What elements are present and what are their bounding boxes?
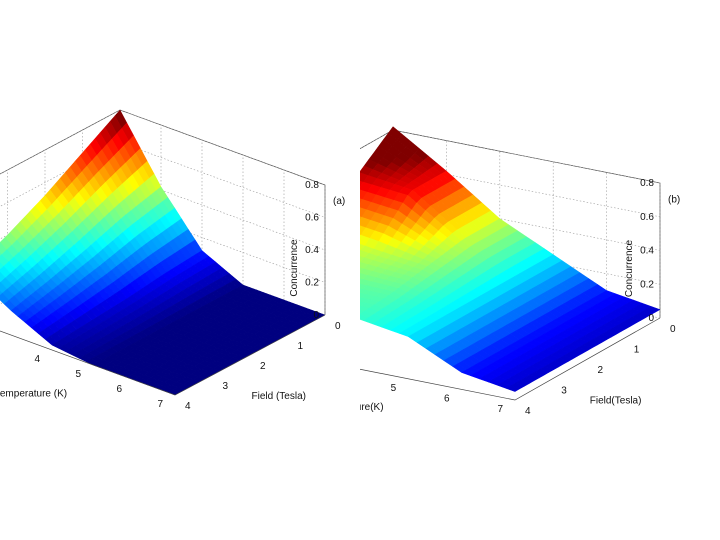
z-axis-label: Concurrence <box>624 239 635 297</box>
panel-label: (b) <box>668 195 680 206</box>
x-tick-label: 1 <box>298 341 304 352</box>
z-tick-label: 0 <box>313 310 319 321</box>
y-tick-label: 7 <box>157 399 163 410</box>
z-tick-label: 0 <box>648 313 654 324</box>
y-tick-label: 6 <box>444 393 450 404</box>
y-tick-label: 7 <box>497 404 503 415</box>
x-tick-label: 3 <box>223 381 229 392</box>
z-tick-label: 0.6 <box>305 213 319 224</box>
y-axis-label: emperature (K) <box>0 389 67 400</box>
z-axis-label: Concurrence <box>289 239 300 297</box>
x-tick-label: 2 <box>260 361 266 372</box>
x-tick-label: 1 <box>634 345 640 356</box>
z-tick-label: 0.4 <box>640 246 654 257</box>
x-tick-label: 3 <box>561 386 567 397</box>
z-tick-label: 0.8 <box>305 180 319 191</box>
surface <box>0 110 325 395</box>
z-tick-label: 0.4 <box>305 245 319 256</box>
z-tick-label: 0.2 <box>640 279 654 290</box>
z-tick-label: 0.2 <box>305 278 319 289</box>
surface <box>360 127 660 392</box>
x-axis-label: Field(Tesla) <box>590 395 642 406</box>
panel-label: (a) <box>333 196 345 207</box>
y-tick-label: 5 <box>75 369 81 380</box>
surface-plot-b-svg: 0 0.2 0.4 0.6 0.8 Concurrence (b) 2 3 4 5 6 7 Tempera… <box>360 0 720 540</box>
z-tick-label: 0.8 <box>640 178 654 189</box>
y-axis-label: Temperature(K) <box>360 402 384 413</box>
surface-plot-b: 0 0.2 0.4 0.6 0.8 Concurrence (b) 2 3 4 5 6 7 Tempera… <box>360 0 720 540</box>
x-tick-label: 4 <box>185 401 191 412</box>
y-tick-label: 6 <box>116 384 122 395</box>
x-tick-label: 2 <box>598 365 604 376</box>
z-tick-label: 0.6 <box>640 212 654 223</box>
surface-plot-a-svg: 0 0.2 0.4 0.6 0.8 Concurrence (a) 2 3 4 5 6 7 emperat… <box>0 0 360 540</box>
y-tick-label: 4 <box>34 354 40 365</box>
x-tick-label: 0 <box>670 324 676 335</box>
x-tick-label: 0 <box>335 321 341 332</box>
surface-plot-a: 0 0.2 0.4 0.6 0.8 Concurrence (a) 2 3 4 5 6 7 emperat… <box>0 0 360 540</box>
z-axis: 0 0.2 0.4 0.6 0.8 Concurrence <box>289 180 319 321</box>
x-tick-label: 4 <box>525 406 531 417</box>
y-tick-label: 5 <box>391 383 397 394</box>
x-axis-label: Field (Tesla) <box>252 391 306 402</box>
